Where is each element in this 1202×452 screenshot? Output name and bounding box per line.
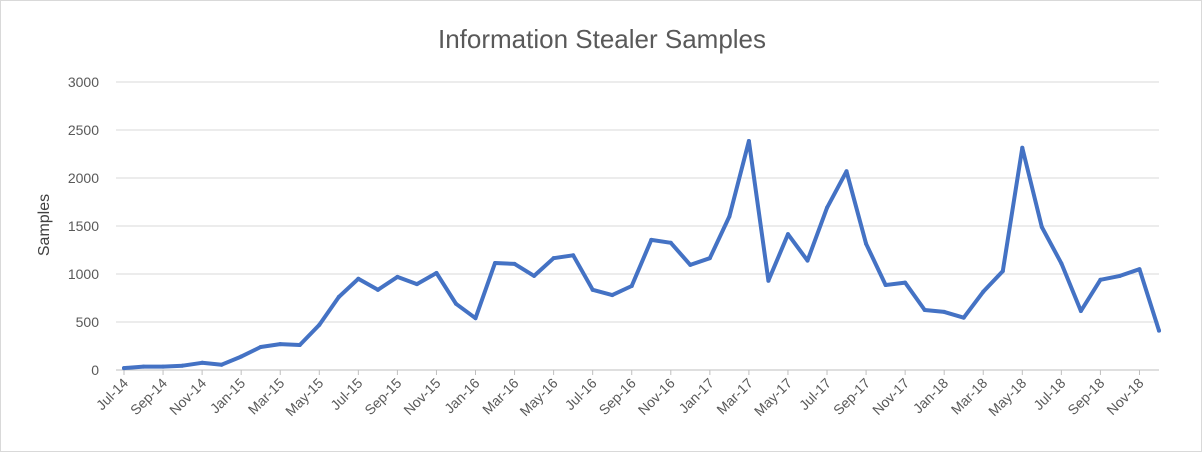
data-point <box>122 366 126 371</box>
data-point <box>883 283 888 288</box>
x-tick-label: Sep-17 <box>830 375 873 418</box>
y-tick-label: 2500 <box>68 122 99 138</box>
data-point <box>473 316 478 321</box>
data-point <box>1059 261 1064 266</box>
data-point <box>219 362 224 367</box>
data-point <box>297 343 302 348</box>
data-point <box>1000 269 1005 274</box>
x-tick-label: May-17 <box>751 375 795 419</box>
x-tick-label: Sep-18 <box>1064 375 1107 418</box>
series-layer <box>122 139 1161 371</box>
x-tick-label: May-15 <box>282 375 326 419</box>
data-point <box>629 284 634 288</box>
y-tick-label: 0 <box>91 362 99 378</box>
x-tick-label: Jul-16 <box>562 375 600 413</box>
x-tick-label: Nov-15 <box>400 375 443 418</box>
data-point <box>1078 308 1083 313</box>
x-tick-label: Nov-16 <box>635 375 678 418</box>
data-point <box>1117 273 1122 278</box>
data-point <box>688 262 693 267</box>
data-point <box>356 276 361 281</box>
data-point <box>551 256 556 261</box>
x-tick-label: Jan-17 <box>675 375 717 417</box>
y-tick-labels: 0 500 1000 1500 2000 2500 3000 <box>68 74 99 378</box>
data-point <box>239 354 244 359</box>
x-tick-label: Nov-14 <box>166 375 209 418</box>
data-point <box>141 364 146 369</box>
x-tick-label: Jan-15 <box>207 375 249 417</box>
data-point <box>903 280 908 285</box>
data-point <box>375 287 380 292</box>
x-tick-label: Mar-16 <box>479 375 522 418</box>
x-tick-label: Nov-17 <box>869 375 912 418</box>
data-point <box>180 363 185 368</box>
data-point <box>785 232 790 237</box>
data-point <box>532 273 537 278</box>
x-tick-label: Sep-14 <box>127 375 170 418</box>
x-tick-label: May-18 <box>985 375 1029 419</box>
series-line <box>122 139 1161 371</box>
data-point <box>258 344 263 349</box>
data-point <box>336 295 341 300</box>
y-tick-label: 2000 <box>68 170 99 186</box>
data-point <box>1137 267 1142 272</box>
data-point <box>942 309 947 314</box>
data-point <box>1020 145 1025 150</box>
x-tick-label: Mar-18 <box>948 375 991 418</box>
x-tick-label: Jan-16 <box>441 375 483 417</box>
data-point <box>981 289 986 294</box>
data-point <box>1039 224 1044 229</box>
data-point <box>844 169 849 174</box>
data-point <box>453 301 458 306</box>
data-point <box>278 342 283 347</box>
data-point <box>707 256 712 261</box>
data-point <box>825 205 830 210</box>
data-point <box>922 308 927 312</box>
data-point <box>161 364 166 369</box>
data-point <box>414 282 419 287</box>
data-point <box>746 139 751 144</box>
x-tick-label: Jul-14 <box>93 375 131 413</box>
y-axis-label: Samples <box>36 194 53 256</box>
data-point <box>649 237 654 242</box>
data-point <box>493 260 498 265</box>
data-point <box>395 274 400 279</box>
data-point <box>200 360 205 365</box>
y-tick-label: 1500 <box>68 218 99 234</box>
data-point <box>571 253 576 258</box>
gridlines <box>116 81 1159 371</box>
y-tick-label: 3000 <box>68 74 99 90</box>
x-tick-label: Sep-15 <box>361 375 404 418</box>
data-point <box>317 322 322 327</box>
x-tick-label: Jul-18 <box>1030 375 1068 413</box>
x-tick-label: Nov-18 <box>1103 375 1146 418</box>
data-point <box>805 258 810 263</box>
x-tick-label: Jan-18 <box>910 375 952 417</box>
data-point <box>1157 328 1161 333</box>
y-tick-label: 1000 <box>68 266 99 282</box>
data-point <box>512 261 517 266</box>
x-tick-label: Sep-16 <box>596 375 639 418</box>
x-tick-label: Mar-17 <box>713 375 756 418</box>
data-point <box>727 214 732 219</box>
data-point <box>864 241 869 246</box>
x-tick-label: Jul-15 <box>327 375 365 413</box>
data-point <box>766 278 771 283</box>
y-tick-label: 500 <box>76 314 100 330</box>
x-tick-label: Jul-17 <box>796 375 834 413</box>
x-tick-label: Mar-15 <box>245 375 288 418</box>
data-point <box>434 271 439 276</box>
data-point <box>590 287 595 292</box>
data-point <box>961 315 966 320</box>
data-point <box>668 240 673 245</box>
data-point <box>610 293 615 298</box>
data-point <box>1098 277 1103 282</box>
x-tick-label: May-16 <box>516 375 560 419</box>
chart-title: Information Stealer Samples <box>438 24 766 54</box>
